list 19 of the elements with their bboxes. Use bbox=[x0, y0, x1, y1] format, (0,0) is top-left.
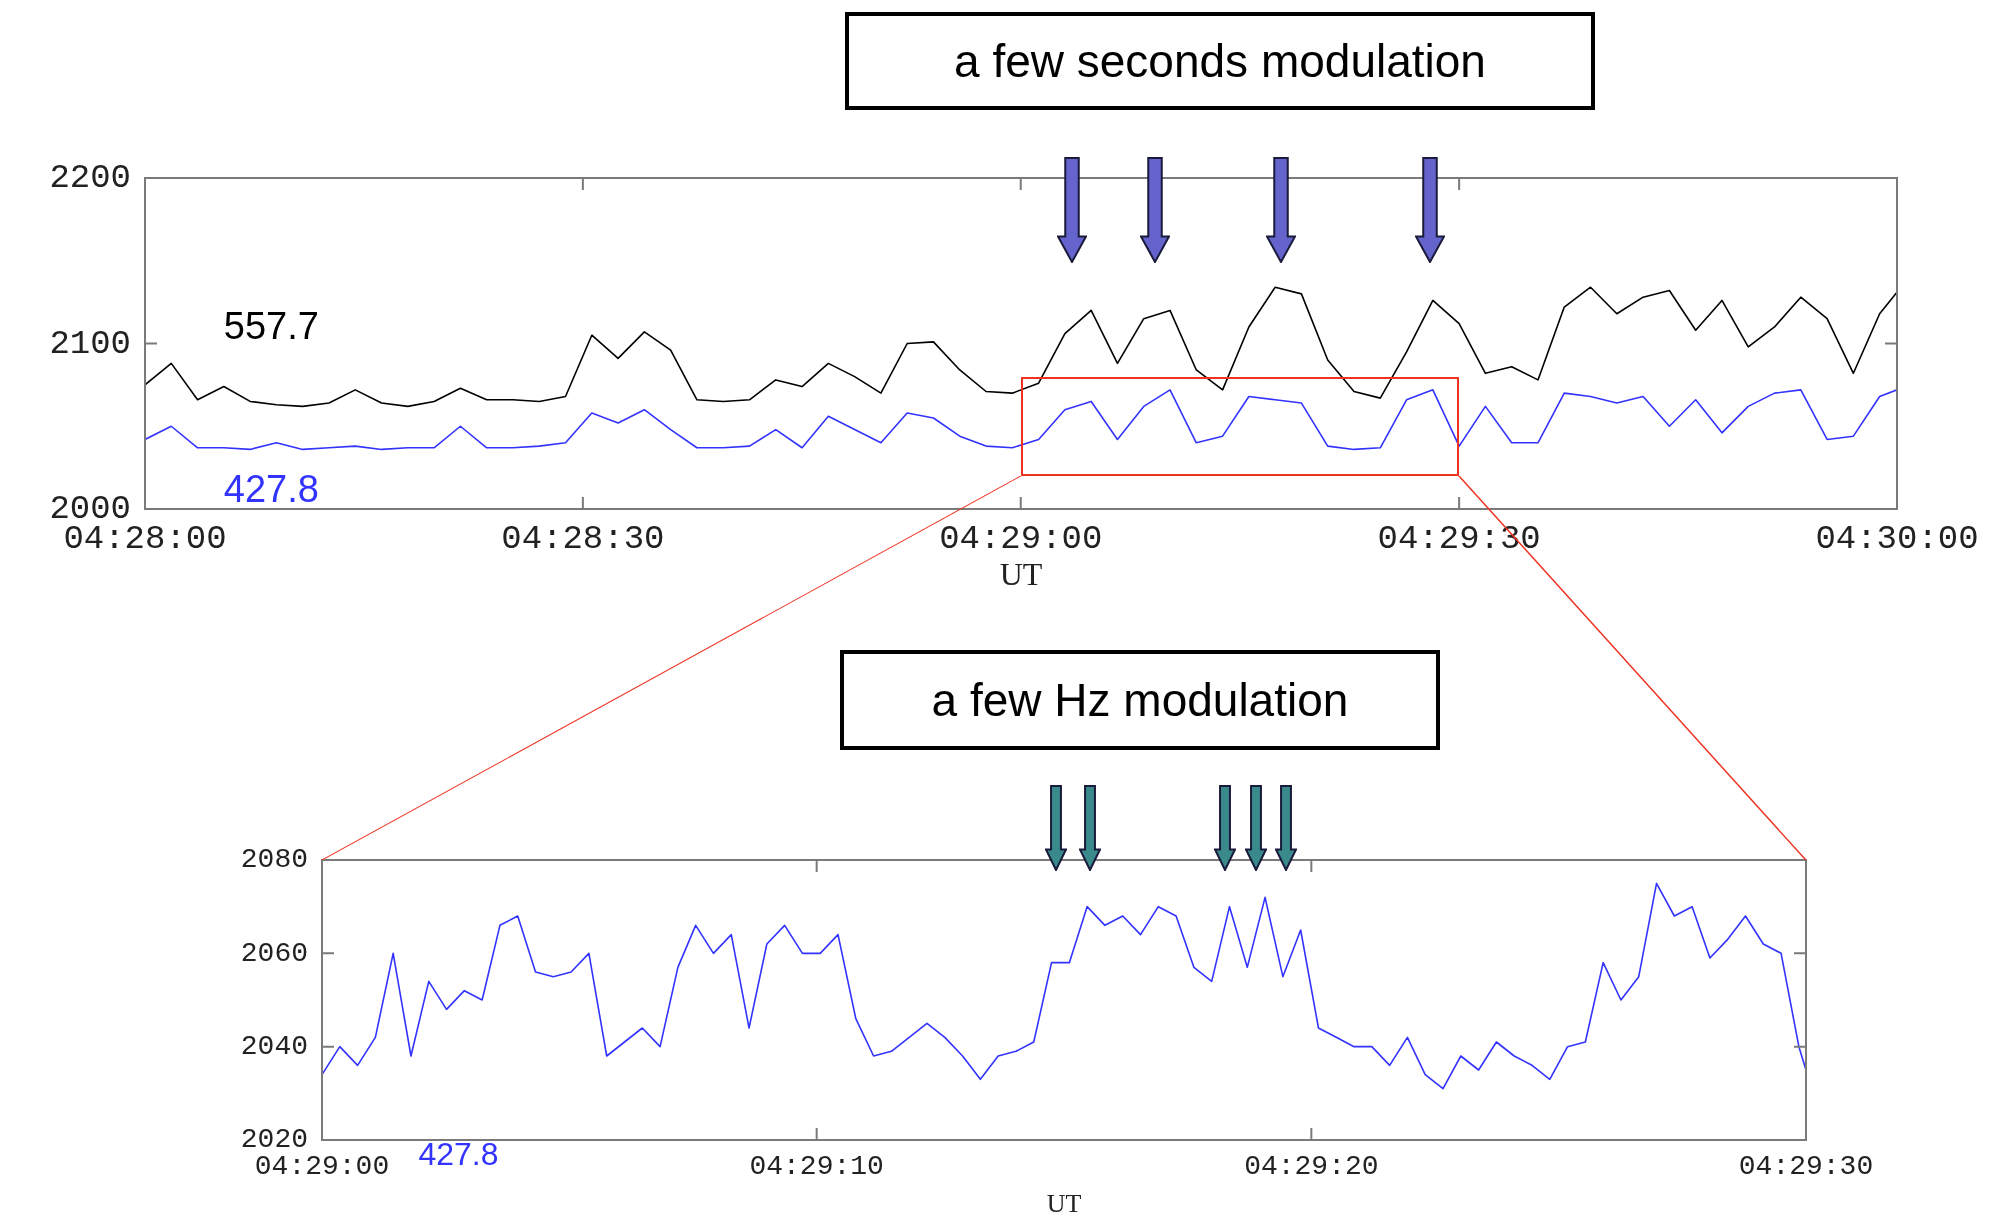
x-axis-title: UT bbox=[999, 556, 1043, 593]
y-tick-label: 2100 bbox=[49, 324, 131, 363]
x-tick-label: 04:29:00 bbox=[939, 520, 1103, 559]
x-tick-label: 04:28:00 bbox=[63, 520, 227, 559]
x-tick-label: 04:29:20 bbox=[1244, 1151, 1379, 1183]
y-tick-label: 2060 bbox=[240, 937, 308, 969]
text: a few seconds modulation bbox=[845, 12, 1595, 110]
x-tick-label: 04:29:30 bbox=[1738, 1151, 1874, 1183]
text: 427.8 bbox=[418, 1135, 499, 1172]
y-tick-label: 2080 bbox=[240, 844, 308, 876]
x-tick-label: 04:29:10 bbox=[749, 1151, 884, 1183]
x-axis-title: UT bbox=[1046, 1189, 1082, 1219]
y-tick-label: 2040 bbox=[240, 1031, 308, 1063]
y-tick-label: 2200 bbox=[49, 159, 131, 197]
text: a few Hz modulation bbox=[840, 650, 1440, 750]
series-label: 557.7 bbox=[223, 305, 319, 348]
x-tick-label: 04:30:00 bbox=[1815, 520, 1979, 559]
x-tick-label: 04:28:30 bbox=[501, 520, 665, 559]
series-label: 427.8 bbox=[223, 468, 319, 511]
